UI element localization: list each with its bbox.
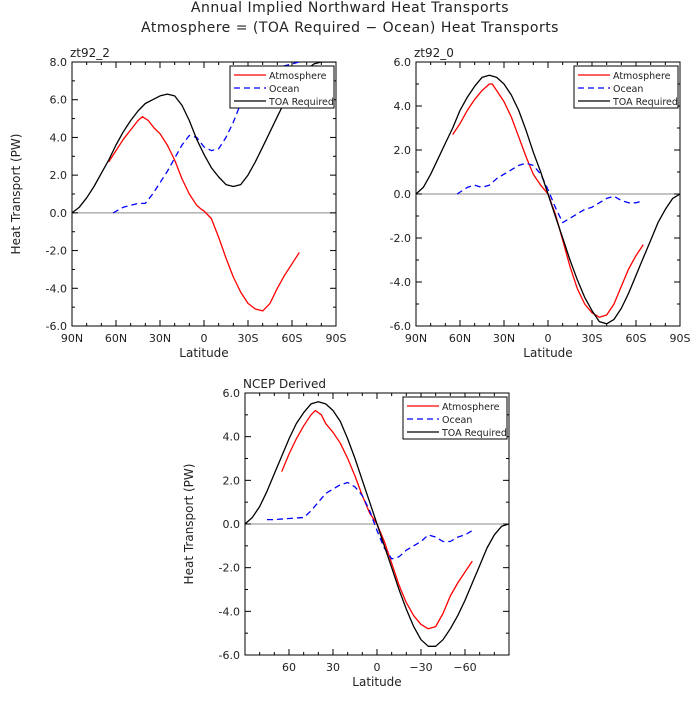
y-tick-label: 4.0 — [223, 431, 241, 444]
x-tick-label: 90N — [405, 332, 427, 345]
y-tick-label: -4.0 — [219, 605, 240, 618]
panel-title: NCEP Derived — [243, 377, 326, 391]
legend-entry: Ocean — [442, 415, 472, 426]
y-tick-label: 6.0 — [394, 56, 412, 69]
y-tick-label: -2.0 — [390, 232, 411, 245]
legend-entry: Ocean — [269, 84, 299, 95]
x-tick-label: 30N — [493, 332, 515, 345]
series-group — [245, 401, 509, 647]
y-tick-label: 2.0 — [223, 474, 241, 487]
x-axis-label: Latitude — [179, 346, 228, 360]
legend-entry: TOA Required — [268, 97, 334, 108]
y-tick-label: 6.0 — [223, 387, 241, 400]
x-axis-label: Latitude — [523, 346, 572, 360]
y-tick-label: -6.0 — [219, 649, 240, 662]
x-tick-label: 30 — [326, 661, 340, 674]
y-tick-label: 0.0 — [394, 188, 412, 201]
panel-3: -6.0 -4.0 -2.0 0.0 2.0 4.0 6.0 60 30 0 −30 −60 Latit… — [182, 377, 510, 689]
y-tick-label: 2.0 — [50, 169, 68, 182]
legend-entry: Ocean — [613, 84, 643, 95]
y-tick-label: 0.0 — [50, 207, 68, 220]
x-tick-label: 90S — [670, 332, 691, 345]
y-tick-label: -4.0 — [390, 276, 411, 289]
x-tick-label: −30 — [409, 661, 432, 674]
series-line-atmosphere — [281, 409, 473, 630]
legend-entry: Atmosphere — [613, 71, 671, 82]
series-line-toa-required — [245, 401, 509, 647]
series-line-ocean — [267, 481, 473, 560]
y-axis-label: Heat Transport (PW) — [182, 464, 196, 585]
series-line-atmosphere — [108, 116, 300, 312]
figure-title-line2: Atmosphere = (TOA Required − Ocean) Heat… — [141, 20, 559, 36]
panel-title: zt92_0 — [414, 46, 454, 60]
y-tick-label: -2.0 — [219, 562, 240, 575]
legend: Atmosphere Ocean TOA Required — [229, 65, 335, 109]
x-tick-label: 0 — [545, 332, 552, 345]
series-line-atmosphere — [452, 83, 644, 318]
y-tick-label: 2.0 — [394, 144, 412, 157]
x-tick-label: 30S — [582, 332, 603, 345]
y-tick-label: -4.0 — [46, 282, 67, 295]
x-tick-label: 0 — [374, 661, 381, 674]
panel-2: -6.0 -4.0 -2.0 0.0 2.0 4.0 6.0 90N 60N 30N 0 30S 60S… — [390, 46, 691, 360]
series-line-ocean — [456, 162, 644, 224]
x-tick-label: 0 — [201, 332, 208, 345]
x-tick-label: 60N — [105, 332, 127, 345]
y-tick-label: 8.0 — [50, 56, 68, 69]
panel-1: -6.0 -4.0 -2.0 0.0 2.0 4.0 6.0 8.0 90N 60N 30N 0 30S… — [9, 46, 347, 360]
legend: Atmosphere Ocean TOA Required — [402, 396, 508, 440]
legend: Atmosphere Ocean TOA Required — [573, 65, 679, 109]
y-tick-label: -2.0 — [46, 245, 67, 258]
y-tick-label: -6.0 — [390, 320, 411, 333]
x-tick-label: 90S — [326, 332, 347, 345]
legend-entry: Atmosphere — [442, 402, 500, 413]
legend-entry: Atmosphere — [269, 71, 327, 82]
figure-title-line1: Annual Implied Northward Heat Transports — [190, 0, 510, 16]
x-axis-label: Latitude — [352, 675, 401, 689]
y-tick-label: 6.0 — [50, 94, 68, 107]
x-tick-label: 30N — [149, 332, 171, 345]
x-tick-label: 90N — [61, 332, 83, 345]
panel-title: zt92_2 — [70, 46, 110, 60]
legend-entry: TOA Required — [612, 97, 678, 108]
x-tick-label: −60 — [453, 661, 476, 674]
y-tick-label: 4.0 — [50, 131, 68, 144]
x-tick-label: 60 — [282, 661, 296, 674]
legend-entry: TOA Required — [441, 428, 507, 439]
x-tick-label: 60S — [626, 332, 647, 345]
series-group — [416, 74, 680, 325]
series-line-toa-required — [416, 74, 680, 325]
y-tick-label: 4.0 — [394, 100, 412, 113]
x-tick-label: 30S — [238, 332, 259, 345]
y-tick-label: 0.0 — [223, 518, 241, 531]
y-axis-label: Heat Transport (PW) — [9, 134, 23, 255]
x-tick-label: 60S — [282, 332, 303, 345]
x-tick-label: 60N — [449, 332, 471, 345]
y-tick-label: -6.0 — [46, 320, 67, 333]
